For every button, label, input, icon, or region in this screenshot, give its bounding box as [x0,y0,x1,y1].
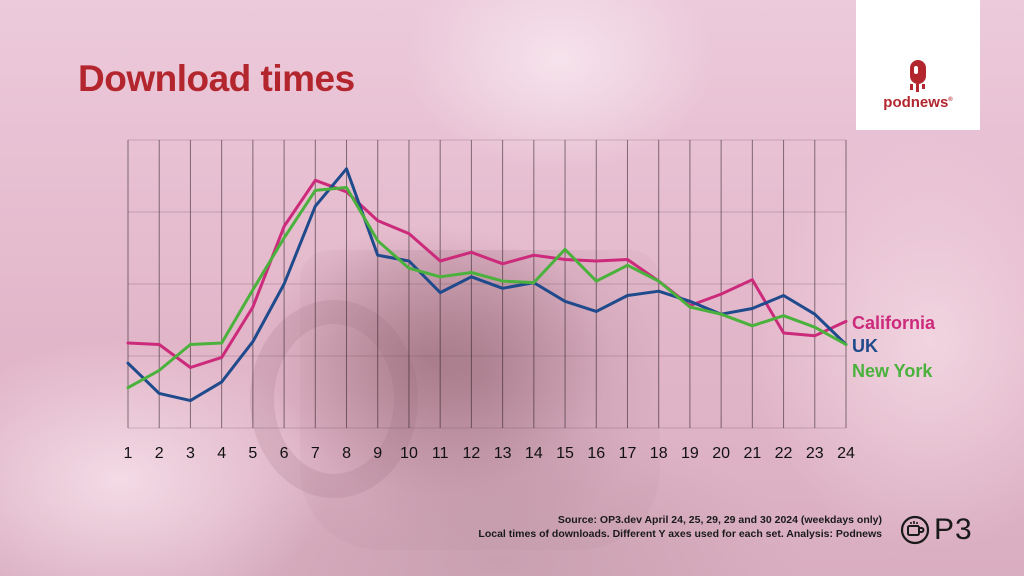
series-line-uk [126,167,848,403]
x-tick-2: 2 [155,445,164,462]
series-label-uk: UK [852,336,878,356]
podnews-wordmark: podnews® [883,94,953,111]
page-title: Download times [78,58,355,99]
x-tick-23: 23 [806,445,824,462]
series-line-california [126,178,848,369]
source-line-1: Source: OP3.dev April 24, 25, 29, 29 and… [557,514,882,526]
x-tick-3: 3 [186,445,195,462]
x-tick-21: 21 [743,445,761,462]
x-tick-12: 12 [462,445,480,462]
x-tick-22: 22 [775,445,793,462]
x-tick-11: 11 [432,445,449,462]
x-tick-19: 19 [681,445,699,462]
source-note: Source: OP3.dev April 24, 25, 29, 29 and… [478,513,882,541]
x-tick-18: 18 [650,445,668,462]
x-tick-16: 16 [587,445,605,462]
source-line-2: Local times of downloads. Different Y ax… [478,528,882,540]
series-label-california: California [852,313,936,333]
series-label-new-york: New York [852,361,933,381]
x-tick-1: 1 [124,445,133,462]
series-lines [126,167,848,403]
x-tick-15: 15 [556,445,574,462]
x-tick-24: 24 [837,445,855,462]
podnews-mic-icon [910,60,926,92]
op3-logo[interactable]: P3 [900,513,973,547]
x-tick-9: 9 [373,445,382,462]
x-tick-14: 14 [525,445,543,462]
x-tick-20: 20 [712,445,730,462]
x-tick-5: 5 [248,445,257,462]
x-tick-10: 10 [400,445,418,462]
x-tick-8: 8 [342,445,351,462]
series-line-new-york [126,186,848,390]
x-tick-7: 7 [311,445,320,462]
x-tick-13: 13 [494,445,512,462]
x-tick-17: 17 [619,445,637,462]
series-labels: California UK New York [852,313,936,381]
op3-coffee-icon [900,515,930,545]
podnews-logo[interactable]: podnews® [856,0,980,130]
x-tick-6: 6 [280,445,289,462]
op3-wordmark: P3 [934,513,973,546]
x-tick-labels: 1 2 3 4 5 6 7 8 9 10 11 12 13 14 15 16 17 18 19 20 21 22 23 24 [124,445,855,462]
x-tick-4: 4 [217,445,226,462]
